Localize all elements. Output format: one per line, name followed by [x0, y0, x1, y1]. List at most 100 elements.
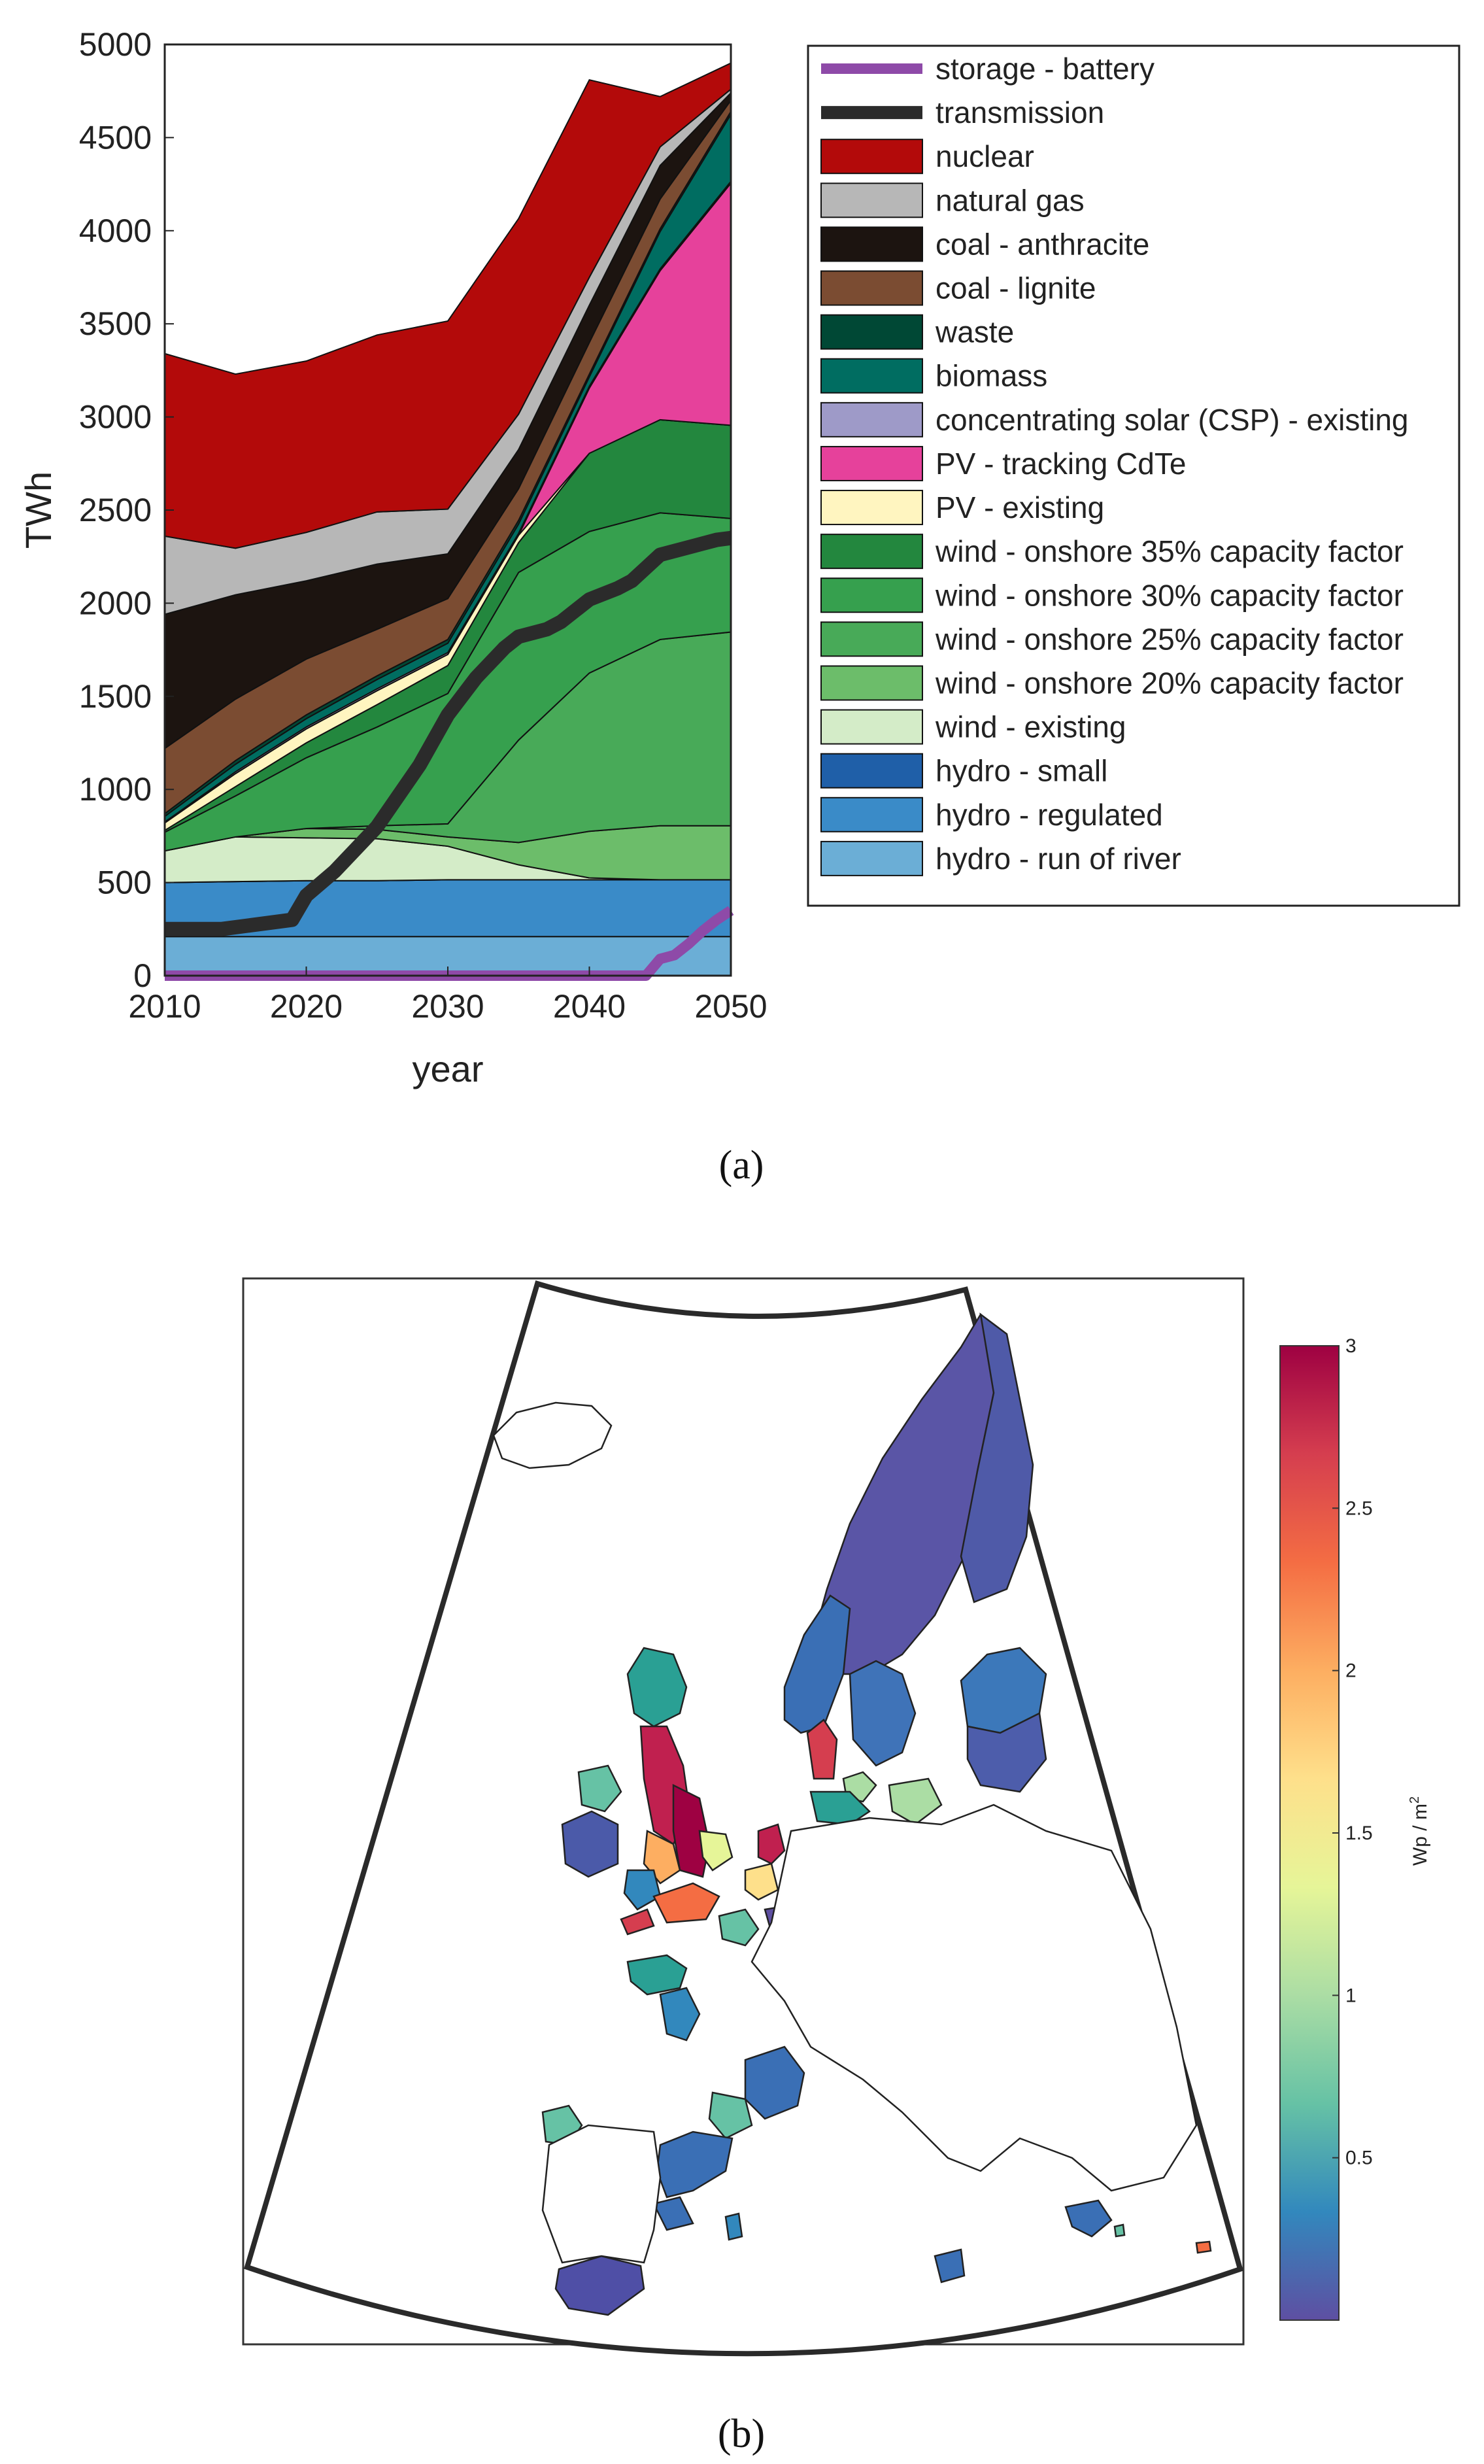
region-shapes — [492, 1312, 1212, 2316]
y-tick-label: 3500 — [79, 305, 152, 342]
region-france-north — [718, 1908, 760, 1947]
legend-entry: natural gas — [936, 183, 1085, 217]
legend-swatch — [820, 796, 923, 832]
stacked-area-chart: 0 500 1000 1500 2000 2500 3000 3500 4000 4500 5000… — [18, 26, 1460, 1188]
regional-map: 0.5 1 1.5 2 2.5 3 Wp / m2 (b) — [242, 1277, 1431, 2456]
colorbar-tick-label: 1.5 — [1345, 1822, 1373, 1844]
panel-a-label: (a) — [719, 1143, 764, 1188]
region-france-west — [659, 1987, 701, 2042]
region-spain-southeast — [652, 2196, 694, 2231]
panel-b-label: (b) — [718, 2412, 765, 2456]
x-tick-label: 2030 — [411, 988, 484, 1025]
legend-swatch — [820, 577, 923, 613]
region-denmark-west — [806, 1719, 838, 1780]
region-scotland — [626, 1647, 688, 1728]
region-germany-north — [809, 1790, 871, 1826]
legend-swatch — [820, 753, 923, 789]
legend-swatch — [820, 490, 923, 526]
x-tick-label: 2010 — [128, 988, 201, 1025]
legend-entry: concentrating solar (CSP) - existing — [936, 403, 1409, 437]
region-iberia-interior — [541, 2124, 662, 2264]
region-east-anglia — [698, 1830, 734, 1872]
region-netherlands-south — [744, 1862, 779, 1901]
plot-frame — [163, 43, 732, 977]
legend-entry: hydro - small — [936, 754, 1107, 788]
colorbar-tick-label: 1 — [1345, 1985, 1357, 2006]
overlay-lines — [165, 530, 734, 981]
legend-swatch — [820, 445, 923, 481]
y-tick-label: 4000 — [79, 213, 152, 249]
legend-entry: coal - anthracite — [936, 227, 1149, 261]
area-layers — [164, 61, 732, 976]
y-axis-ticks: 0 500 1000 1500 2000 2500 3000 3500 4000 4500 5000 — [79, 26, 174, 994]
legend-entry: biomass — [936, 359, 1047, 393]
region-baltic-south — [966, 1712, 1047, 1793]
legend-entry: wind - onshore 25% capacity factor — [935, 622, 1404, 656]
legend-swatch — [820, 709, 923, 745]
legend-entry: wind - onshore 35% capacity factor — [935, 534, 1404, 568]
region-continental-europe — [750, 1804, 1198, 2192]
y-tick-label: 3000 — [79, 399, 152, 436]
region-netherlands-north — [757, 1823, 786, 1865]
legend-swatch — [820, 270, 923, 306]
y-tick-label: 1000 — [79, 771, 152, 808]
region-sicily — [934, 2248, 966, 2284]
legend-entry: hydro - regulated — [936, 798, 1163, 832]
y-axis-label: TWh — [18, 471, 59, 549]
region-sardinia — [724, 2212, 743, 2241]
legend-entry: wind - existing — [935, 710, 1126, 744]
x-tick-label: 2050 — [694, 988, 767, 1025]
colorbar: 0.5 1 1.5 2 2.5 3 Wp / m2 — [1279, 1335, 1431, 2321]
colorbar-gradient — [1279, 1345, 1340, 2321]
region-aegean-island — [1113, 2223, 1126, 2238]
region-poland-north — [888, 1777, 943, 1826]
legend-swatch — [820, 621, 923, 657]
legend-swatch — [820, 314, 923, 350]
region-finland — [960, 1312, 1034, 1603]
region-crete — [1195, 2240, 1212, 2254]
y-tick-label: 1500 — [79, 678, 152, 715]
region-greece — [1064, 2199, 1113, 2238]
legend-entry: wind - onshore 20% capacity factor — [935, 666, 1404, 700]
colorbar-tick-label: 0.5 — [1345, 2147, 1373, 2169]
y-tick-label: 4500 — [79, 119, 152, 156]
colorbar-tick-label: 2.5 — [1345, 1497, 1373, 1519]
region-cornwall — [620, 1908, 655, 1936]
legend-swatch — [820, 226, 923, 262]
region-ireland-north — [577, 1764, 622, 1813]
y-tick-label: 2500 — [79, 492, 152, 528]
x-axis-ticks: 2010 2020 2030 2040 2050 — [128, 967, 767, 1025]
line-storage-battery — [165, 906, 734, 981]
colorbar-ticks: 0.5 1 1.5 2 2.5 3 — [1332, 1335, 1373, 2169]
region-sweden-south — [849, 1660, 917, 1767]
legend-entry: nuclear — [936, 139, 1034, 173]
legend-entry: wind - onshore 30% capacity factor — [935, 578, 1404, 612]
colorbar-tick-label: 3 — [1345, 1335, 1357, 1357]
legend-entry: transmission — [936, 95, 1104, 129]
region-ireland-south — [561, 1810, 619, 1878]
region-iceland — [492, 1401, 613, 1469]
colorbar-tick-label: 2 — [1345, 1660, 1357, 1682]
region-south-england — [652, 1882, 720, 1924]
legend-swatch — [820, 840, 923, 876]
x-tick-label: 2040 — [553, 988, 626, 1025]
y-tick-label: 0 — [133, 957, 152, 994]
legend-entry: PV - existing — [936, 490, 1104, 524]
y-tick-label: 5000 — [79, 26, 152, 63]
legend-swatch — [820, 665, 923, 701]
legend-swatch — [820, 402, 923, 437]
legend-entry: PV - tracking CdTe — [936, 447, 1186, 481]
legend-entry: coal - lignite — [936, 271, 1096, 305]
y-tick-label: 2000 — [79, 585, 152, 621]
colorbar-label: Wp / m2 — [1408, 1796, 1431, 1866]
legend-swatch — [820, 358, 923, 394]
line-transmission — [165, 530, 732, 936]
y-tick-label: 500 — [97, 864, 152, 901]
x-axis-label: year — [413, 1048, 484, 1089]
legend-swatch — [820, 139, 923, 175]
region-brittany — [626, 1954, 688, 1996]
legend-entry: hydro - run of river — [936, 842, 1181, 876]
legend-swatch — [820, 534, 923, 570]
legend-entry: storage - battery — [936, 52, 1155, 86]
